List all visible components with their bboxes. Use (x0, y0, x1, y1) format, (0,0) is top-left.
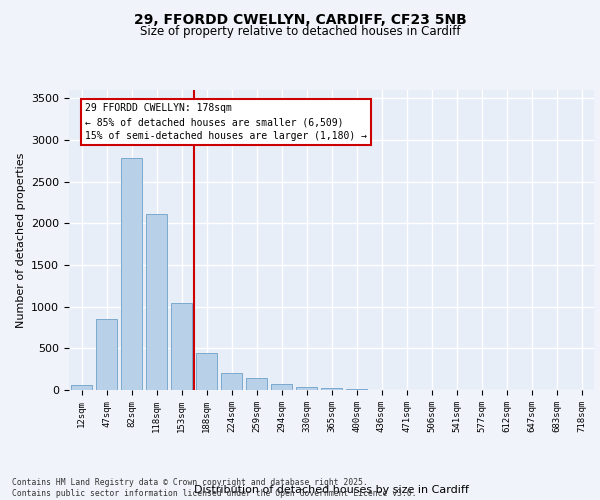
Text: Size of property relative to detached houses in Cardiff: Size of property relative to detached ho… (140, 25, 460, 38)
Bar (121, 158, 142, 390)
Text: 29 FFORDD CWELLYN: 178sqm
← 85% of detached houses are smaller (6,509)
15% of se: 29 FFORDD CWELLYN: 178sqm ← 85% of detac… (85, 104, 367, 142)
X-axis label: Distribution of detached houses by size in Cardiff: Distribution of detached houses by size … (194, 485, 469, 495)
Bar (146, 214, 167, 390)
Bar (296, 387, 317, 390)
Bar (196, 352, 217, 390)
Bar (171, 304, 192, 390)
Bar (246, 378, 267, 390)
Bar (271, 384, 292, 390)
Bar (346, 389, 367, 390)
Bar (321, 388, 342, 390)
Bar (221, 374, 242, 390)
Bar (71, 385, 92, 390)
Text: 29, FFORDD CWELLYN, CARDIFF, CF23 5NB: 29, FFORDD CWELLYN, CARDIFF, CF23 5NB (134, 12, 466, 26)
Bar (96, 319, 117, 390)
Y-axis label: Number of detached properties: Number of detached properties (16, 152, 26, 328)
Text: Contains HM Land Registry data © Crown copyright and database right 2025.
Contai: Contains HM Land Registry data © Crown c… (12, 478, 416, 498)
